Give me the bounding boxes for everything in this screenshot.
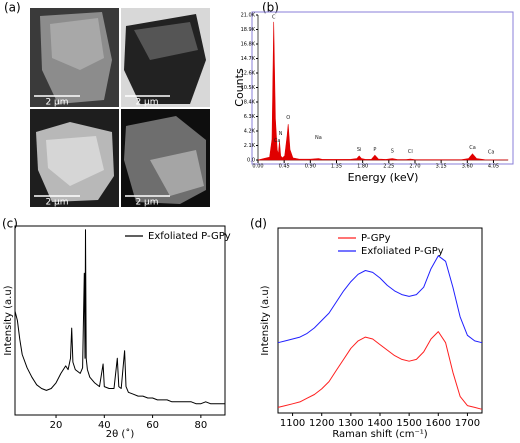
panel-label: (c) — [2, 217, 18, 231]
y-tick-label: 14.7K — [241, 56, 256, 62]
x-tick-label: 4.05 — [488, 164, 499, 170]
scale-bar-label: 2 μm — [135, 198, 158, 208]
x-tick-label: 2.25 — [383, 164, 394, 170]
data-line — [277, 255, 483, 344]
y-tick-label: 18.9K — [241, 27, 256, 33]
peak-label: P — [373, 147, 376, 153]
legend-label: P-GPy — [361, 233, 391, 244]
micrographs: 2 μm 2 μm 2 μm 2 μm — [30, 8, 210, 208]
x-tick-label: 0.45 — [279, 164, 290, 170]
peak-label: N — [279, 131, 283, 137]
scale-bar-label: 2 μm — [135, 98, 158, 108]
x-tick-label: 40 — [98, 420, 111, 431]
y-tick-label: 16.8K — [241, 42, 256, 48]
peak-label: Cl — [408, 149, 413, 155]
panel-label: (b) — [262, 1, 279, 15]
peak-label: Ca — [469, 145, 476, 151]
x-tick-label: 1.80 — [357, 164, 368, 170]
data-line — [277, 331, 483, 410]
flake — [150, 150, 204, 196]
y-axis-label: Intensity (a.u) — [3, 285, 14, 355]
x-tick-label: 0.90 — [305, 164, 316, 170]
x-tick-label: 3.15 — [436, 164, 447, 170]
y-tick-label: 12.6K — [241, 71, 256, 77]
x-axis-label: 2θ (˚) — [106, 428, 135, 440]
scale-bar-label: 2 μm — [45, 98, 68, 108]
x-tick-label: 1.35 — [331, 164, 342, 170]
y-axis-label: Intensity (a.u) — [260, 285, 271, 355]
x-tick-label: 1100 — [280, 418, 305, 429]
y-tick-label: 10.5K — [241, 85, 256, 91]
y-tick-label: 21.0K — [241, 13, 256, 19]
flake — [46, 136, 104, 186]
x-tick-label: 1500 — [396, 418, 421, 429]
legend-label: Exfoliated P-GPy — [148, 231, 231, 242]
legend-label: Exfoliated P-GPy — [361, 246, 444, 257]
peak-label: Na — [315, 135, 322, 141]
x-tick-label: 3.60 — [462, 164, 473, 170]
x-axis-label: Energy (keV) — [348, 171, 419, 184]
x-tick-label: 60 — [146, 420, 159, 431]
y-tick-label: 0.0 — [247, 158, 255, 164]
peak-label: C — [272, 14, 276, 20]
x-axis-label: Raman shift (cm⁻¹) — [332, 429, 427, 440]
spectrum-area — [257, 21, 509, 161]
y-axis-label: Counts — [233, 68, 246, 107]
flake — [50, 18, 104, 70]
x-tick-label: 2.70 — [409, 164, 420, 170]
peak-label: Ca — [488, 150, 495, 156]
y-tick-label: 6.3K — [244, 114, 256, 120]
y-tick-label: 2.1K — [244, 143, 256, 149]
x-tick-label: 1600 — [426, 418, 451, 429]
y-tick-label: 4.2K — [244, 129, 256, 135]
y-tick-label: 8.4K — [244, 100, 256, 106]
peak-label: Ca — [274, 138, 281, 144]
data-line — [14, 229, 225, 405]
peak-label: S — [391, 148, 394, 154]
x-tick-label: 1200 — [309, 418, 334, 429]
flake — [134, 22, 198, 60]
panel-label: (d) — [250, 217, 267, 231]
panel-label: (a) — [4, 1, 21, 15]
x-tick-label: 1700 — [455, 418, 480, 429]
scale-bar-label: 2 μm — [45, 198, 68, 208]
frame — [251, 11, 514, 165]
peak-label: O — [286, 115, 290, 121]
x-tick-label: 1300 — [338, 418, 363, 429]
x-tick-label: 0.00 — [252, 164, 263, 170]
x-tick-label: 80 — [194, 420, 207, 431]
x-tick-label: 20 — [50, 420, 63, 431]
plot-frame — [14, 225, 226, 416]
peak-label: Si — [357, 147, 362, 153]
x-tick-label: 1400 — [367, 418, 392, 429]
